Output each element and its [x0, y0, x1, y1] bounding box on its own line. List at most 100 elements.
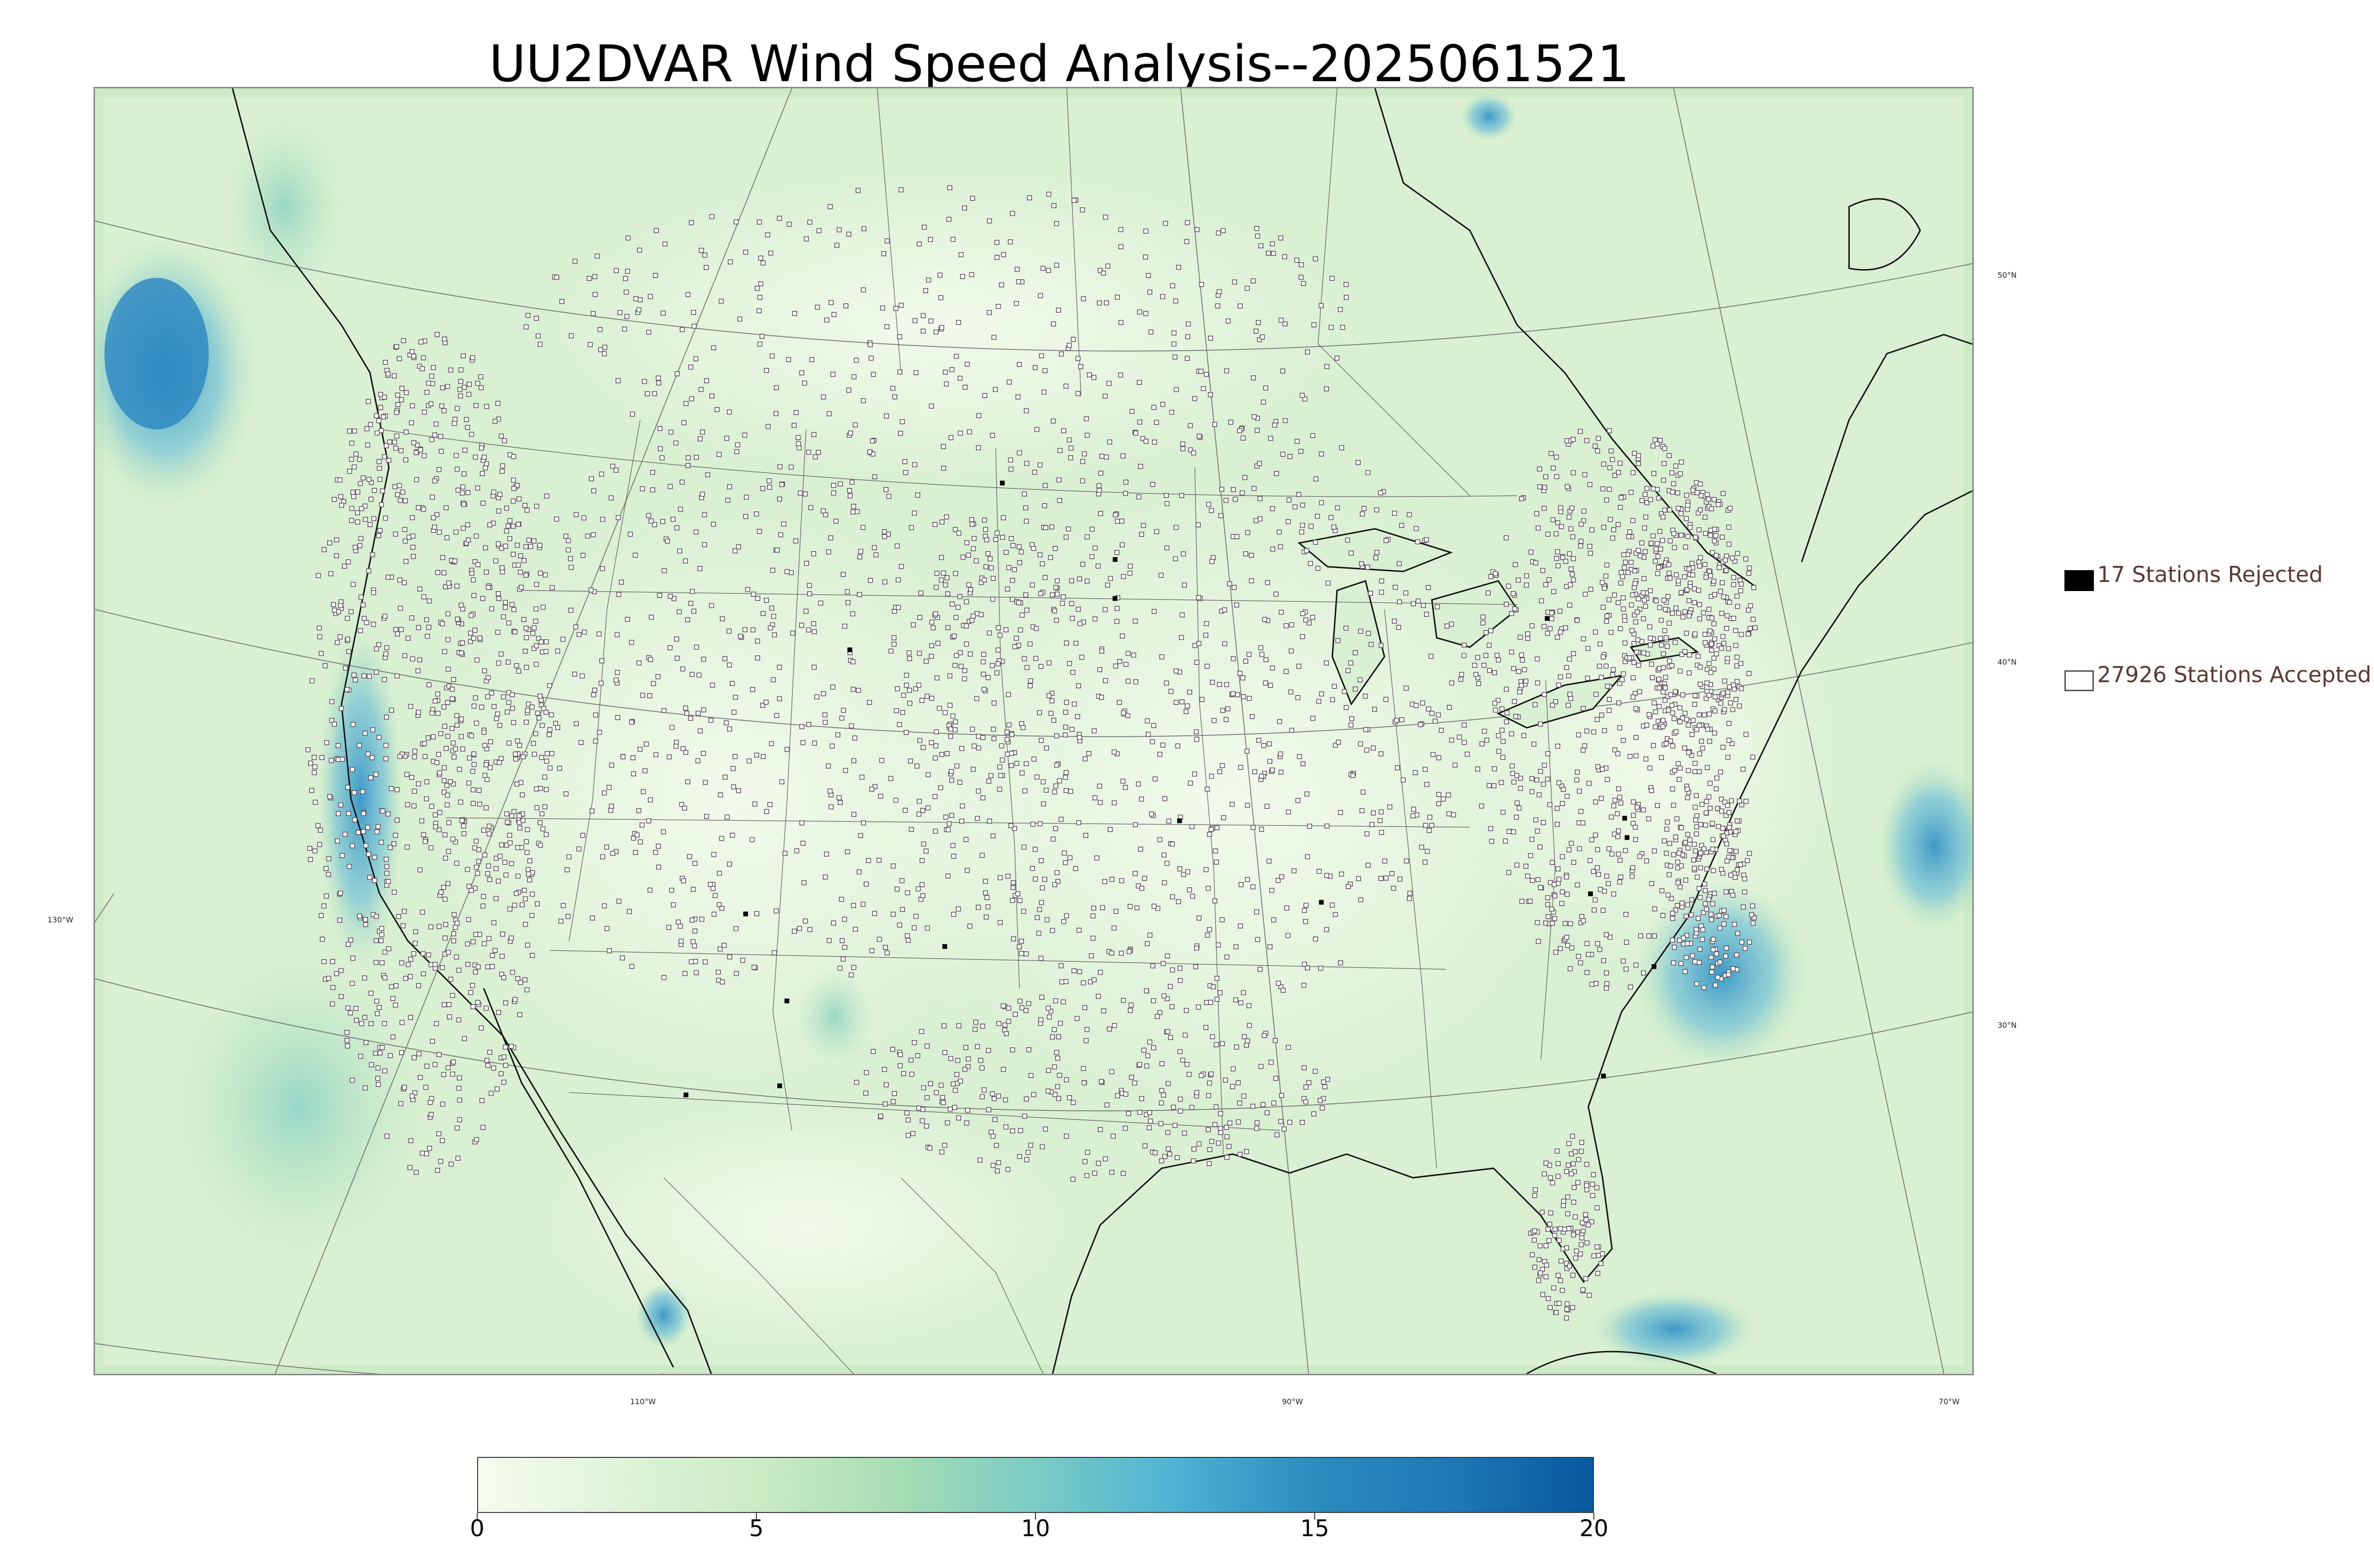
accepted-station-marker	[445, 700, 450, 705]
accepted-station-marker	[586, 276, 592, 281]
accepted-station-marker	[1678, 532, 1684, 538]
accepted-station-marker	[1706, 794, 1712, 800]
accepted-station-marker	[395, 817, 400, 823]
accepted-station-marker	[1208, 826, 1214, 832]
accepted-station-marker	[1604, 932, 1609, 938]
accepted-station-marker	[970, 613, 976, 619]
accepted-station-marker	[1399, 523, 1404, 528]
accepted-station-marker	[848, 493, 853, 499]
accepted-station-marker	[1724, 613, 1730, 619]
accepted-station-marker	[1137, 1062, 1142, 1067]
accepted-station-marker	[701, 751, 706, 756]
accepted-station-marker	[806, 627, 811, 633]
accepted-station-marker	[384, 856, 389, 862]
accepted-station-marker	[1601, 604, 1606, 610]
accepted-station-marker	[1712, 526, 1717, 532]
accepted-station-marker	[489, 606, 494, 611]
accepted-station-marker	[1472, 663, 1478, 668]
accepted-station-marker	[1063, 732, 1068, 738]
colorbar-tick	[1593, 1513, 1594, 1520]
accepted-station-marker	[1007, 379, 1012, 385]
accepted-station-marker	[500, 931, 505, 937]
accepted-station-marker	[1301, 1065, 1307, 1070]
accepted-station-marker	[1046, 1088, 1051, 1094]
accepted-station-marker	[801, 840, 806, 846]
accepted-station-marker	[1492, 766, 1497, 771]
accepted-station-marker	[1552, 1227, 1558, 1232]
accepted-station-marker	[1734, 679, 1740, 684]
accepted-station-marker	[845, 849, 850, 854]
accepted-station-marker	[1729, 798, 1734, 804]
accepted-station-marker	[769, 353, 775, 359]
accepted-station-marker	[435, 1168, 440, 1173]
accepted-station-marker	[1537, 844, 1543, 850]
accepted-station-marker	[1358, 741, 1363, 747]
accepted-station-marker	[469, 888, 474, 893]
accepted-station-marker	[658, 446, 663, 451]
accepted-station-marker	[1282, 321, 1288, 327]
accepted-station-marker	[1436, 792, 1441, 797]
accepted-station-marker	[1584, 1240, 1590, 1246]
accepted-station-marker	[534, 643, 539, 648]
accepted-station-marker	[824, 851, 829, 857]
accepted-station-marker	[1730, 966, 1736, 971]
accepted-station-marker	[1291, 868, 1297, 873]
accepted-station-marker	[1555, 866, 1561, 872]
accepted-station-marker	[1686, 566, 1692, 572]
accepted-station-marker	[1331, 525, 1337, 530]
accepted-station-marker	[1655, 487, 1660, 492]
accepted-station-marker	[1714, 553, 1719, 558]
accepted-station-marker	[380, 808, 386, 814]
accepted-station-marker	[1022, 656, 1027, 661]
accepted-station-marker	[1705, 726, 1710, 732]
accepted-station-marker	[1000, 1003, 1006, 1009]
accepted-station-marker	[954, 653, 959, 658]
accepted-station-marker	[515, 543, 520, 548]
accepted-station-marker	[1033, 656, 1038, 661]
accepted-station-marker	[454, 1125, 460, 1131]
accepted-station-marker	[1713, 533, 1719, 538]
accepted-station-marker	[1484, 737, 1489, 743]
accepted-station-marker	[480, 471, 485, 476]
accepted-station-marker	[1415, 598, 1421, 604]
accepted-station-marker	[1710, 947, 1716, 952]
accepted-station-marker	[1667, 658, 1672, 664]
accepted-station-marker	[1374, 507, 1379, 513]
accepted-station-marker	[1571, 470, 1576, 476]
accepted-station-marker	[1003, 1097, 1008, 1103]
accepted-station-marker	[1572, 1185, 1577, 1190]
accepted-station-marker	[521, 558, 527, 563]
accepted-station-marker	[393, 833, 398, 838]
accepted-station-marker	[1024, 761, 1029, 767]
accepted-station-marker	[1203, 632, 1208, 638]
accepted-station-marker	[1136, 781, 1141, 787]
accepted-station-marker	[377, 1050, 383, 1056]
accepted-station-marker	[1142, 875, 1147, 881]
accepted-station-marker	[718, 792, 723, 798]
accepted-station-marker	[1449, 680, 1454, 686]
accepted-station-marker	[1242, 475, 1248, 480]
accepted-station-marker	[1556, 1238, 1562, 1243]
accepted-station-marker	[1165, 1029, 1170, 1034]
accepted-station-marker	[1629, 628, 1635, 633]
accepted-station-marker	[1492, 670, 1497, 676]
accepted-station-marker	[1619, 495, 1624, 500]
accepted-station-marker	[511, 607, 517, 612]
accepted-station-marker	[954, 763, 960, 769]
accepted-station-marker	[1057, 1072, 1062, 1078]
accepted-station-marker	[1070, 1176, 1076, 1182]
accepted-station-marker	[1189, 824, 1195, 829]
accepted-station-marker	[1244, 748, 1250, 754]
wind-speed-map[interactable]	[94, 87, 1974, 1375]
accepted-station-marker	[638, 297, 643, 302]
accepted-station-marker	[1234, 534, 1240, 539]
accepted-station-marker	[527, 877, 532, 883]
accepted-station-marker	[647, 887, 653, 893]
accepted-station-marker	[627, 909, 632, 914]
accepted-station-marker	[1500, 754, 1506, 760]
accepted-station-marker	[592, 687, 597, 693]
accepted-station-marker	[597, 730, 602, 735]
accepted-station-marker	[950, 714, 956, 719]
accepted-station-marker	[1372, 706, 1377, 712]
accepted-station-marker	[1543, 582, 1548, 587]
